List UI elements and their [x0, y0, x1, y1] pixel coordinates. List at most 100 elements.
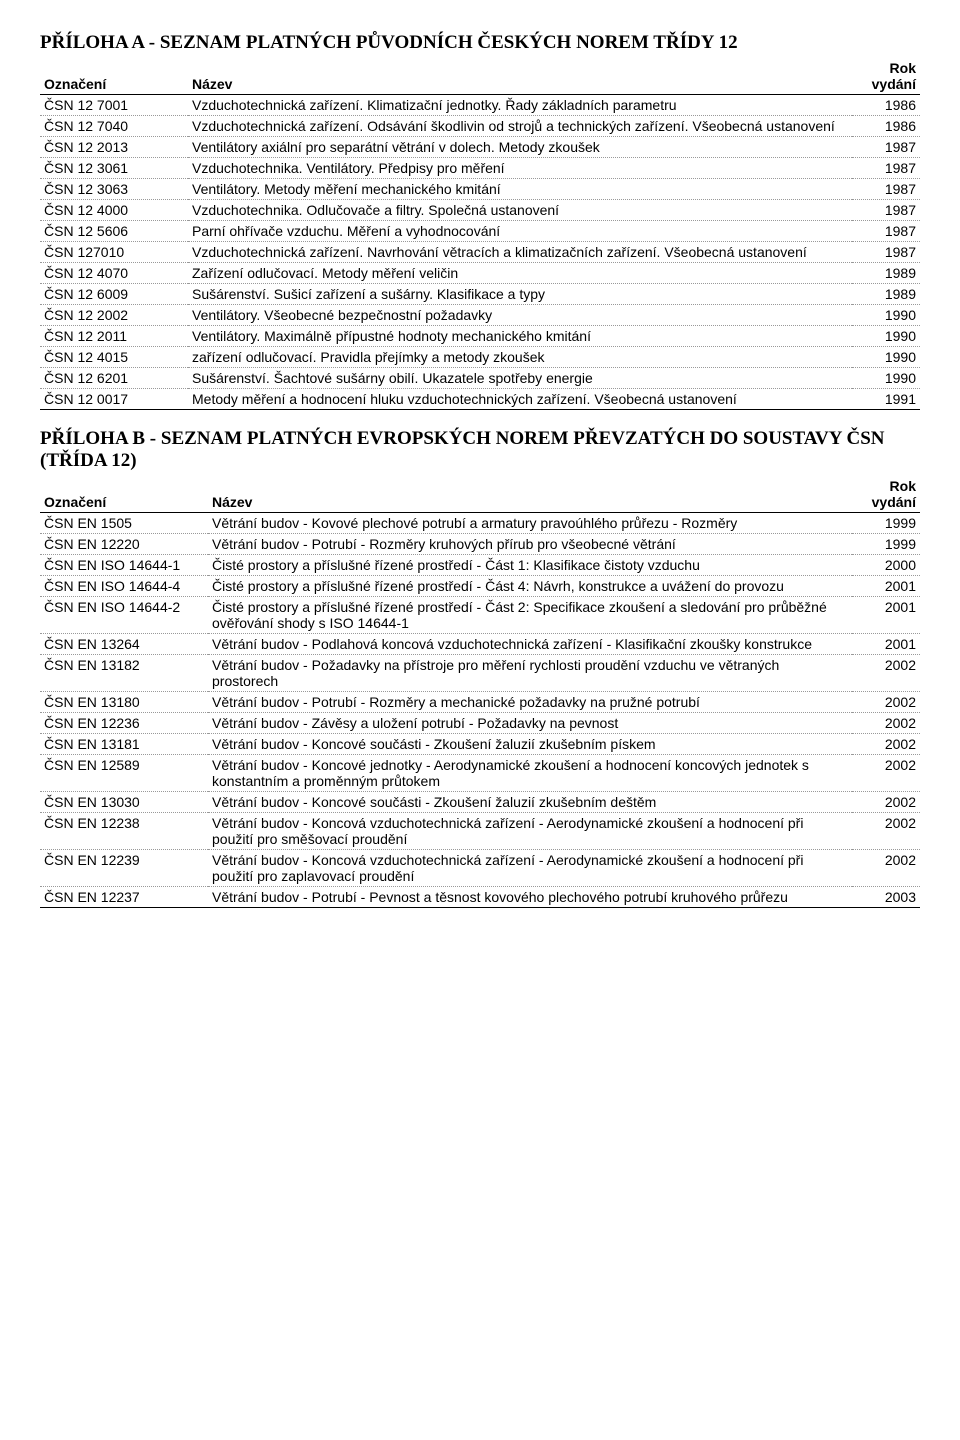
table-row: ČSN EN 13182Větrání budov - Požadavky na…: [40, 655, 920, 692]
cell-code: ČSN EN 1505: [40, 513, 208, 534]
cell-year: 1987: [852, 242, 920, 263]
table-row: ČSN EN 13181Větrání budov - Koncové souč…: [40, 734, 920, 755]
cell-name: Větrání budov - Potrubí - Rozměry kruhov…: [208, 534, 852, 555]
cell-name: zařízení odlučovací. Pravidla přejímky a…: [188, 347, 852, 368]
cell-year: 1987: [852, 200, 920, 221]
cell-name: Čisté prostory a příslušné řízené prostř…: [208, 576, 852, 597]
table-row: ČSN 12 4015zařízení odlučovací. Pravidla…: [40, 347, 920, 368]
cell-code: ČSN 12 4015: [40, 347, 188, 368]
cell-year: 2002: [852, 713, 920, 734]
cell-name: Větrání budov - Koncové jednotky - Aerod…: [208, 755, 852, 792]
cell-code: ČSN 12 6201: [40, 368, 188, 389]
table-header-row: Označení Název Rok vydání: [40, 58, 920, 95]
cell-year: 2001: [852, 634, 920, 655]
cell-code: ČSN 12 0017: [40, 389, 188, 410]
cell-name: Větrání budov - Závěsy a uložení potrubí…: [208, 713, 852, 734]
cell-code: ČSN 12 5606: [40, 221, 188, 242]
table-row: ČSN EN ISO 14644-4Čisté prostory a přísl…: [40, 576, 920, 597]
cell-name: Čisté prostory a příslušné řízené prostř…: [208, 597, 852, 634]
cell-year: 1989: [852, 263, 920, 284]
cell-year: 2002: [852, 655, 920, 692]
cell-name: Čisté prostory a příslušné řízené prostř…: [208, 555, 852, 576]
col-header-year: Rok vydání: [852, 58, 920, 95]
table-row: ČSN 12 3063Ventilátory. Metody měření me…: [40, 179, 920, 200]
table-row: ČSN EN 13264Větrání budov - Podlahová ko…: [40, 634, 920, 655]
cell-name: Větrání budov - Potrubí - Rozměry a mech…: [208, 692, 852, 713]
cell-code: ČSN EN 13181: [40, 734, 208, 755]
table-row: ČSN 127010Vzduchotechnická zařízení. Nav…: [40, 242, 920, 263]
table-row: ČSN EN 12237Větrání budov - Potrubí - Pe…: [40, 887, 920, 908]
cell-year: 2000: [852, 555, 920, 576]
cell-name: Vzduchotechnická zařízení. Klimatizační …: [188, 95, 852, 116]
table-row: ČSN 12 3061Vzduchotechnika. Ventilátory.…: [40, 158, 920, 179]
cell-year: 1987: [852, 221, 920, 242]
cell-code: ČSN EN 13030: [40, 792, 208, 813]
cell-year: 2002: [852, 792, 920, 813]
cell-year: 1989: [852, 284, 920, 305]
cell-year: 2002: [852, 734, 920, 755]
cell-code: ČSN EN 12589: [40, 755, 208, 792]
cell-year: 1999: [852, 513, 920, 534]
cell-code: ČSN 12 7040: [40, 116, 188, 137]
cell-code: ČSN EN ISO 14644-1: [40, 555, 208, 576]
table-row: ČSN EN 12236Větrání budov - Závěsy a ulo…: [40, 713, 920, 734]
cell-name: Ventilátory axiální pro separátní větrán…: [188, 137, 852, 158]
cell-name: Zařízení odlučovací. Metody měření velič…: [188, 263, 852, 284]
cell-year: 1987: [852, 158, 920, 179]
cell-code: ČSN 127010: [40, 242, 188, 263]
cell-name: Větrání budov - Podlahová koncová vzduch…: [208, 634, 852, 655]
cell-code: ČSN EN 12238: [40, 813, 208, 850]
table-row: ČSN EN 12238Větrání budov - Koncová vzdu…: [40, 813, 920, 850]
cell-name: Větrání budov - Potrubí - Pevnost a těsn…: [208, 887, 852, 908]
cell-year: 2001: [852, 597, 920, 634]
cell-code: ČSN 12 4000: [40, 200, 188, 221]
cell-name: Sušárenství. Sušicí zařízení a sušárny. …: [188, 284, 852, 305]
cell-code: ČSN EN 13182: [40, 655, 208, 692]
table-row: ČSN 12 2013Ventilátory axiální pro separ…: [40, 137, 920, 158]
cell-code: ČSN 12 2013: [40, 137, 188, 158]
cell-year: 1991: [852, 389, 920, 410]
cell-year: 1999: [852, 534, 920, 555]
cell-code: ČSN EN 13180: [40, 692, 208, 713]
cell-year: 2001: [852, 576, 920, 597]
cell-code: ČSN EN 12239: [40, 850, 208, 887]
table-row: ČSN 12 0017Metody měření a hodnocení hlu…: [40, 389, 920, 410]
cell-name: Větrání budov - Koncová vzduchotechnická…: [208, 850, 852, 887]
cell-code: ČSN EN 12236: [40, 713, 208, 734]
table-row: ČSN 12 6201Sušárenství. Šachtové sušárny…: [40, 368, 920, 389]
cell-code: ČSN 12 6009: [40, 284, 188, 305]
appendix-b-table: Označení Název Rok vydání ČSN EN 1505Vět…: [40, 476, 920, 908]
cell-year: 2002: [852, 692, 920, 713]
table-row: ČSN EN 13180Větrání budov - Potrubí - Ro…: [40, 692, 920, 713]
table-row: ČSN 12 5606Parní ohřívače vzduchu. Měřen…: [40, 221, 920, 242]
cell-year: 1990: [852, 347, 920, 368]
cell-code: ČSN 12 7001: [40, 95, 188, 116]
appendix-a-title: PŘÍLOHA A - SEZNAM PLATNÝCH PŮVODNÍCH ČE…: [40, 32, 920, 54]
cell-year: 1986: [852, 116, 920, 137]
cell-name: Metody měření a hodnocení hluku vzduchot…: [188, 389, 852, 410]
table-row: ČSN 12 7040Vzduchotechnická zařízení. Od…: [40, 116, 920, 137]
cell-code: ČSN 12 3063: [40, 179, 188, 200]
cell-year: 1990: [852, 305, 920, 326]
table-row: ČSN EN ISO 14644-1Čisté prostory a přísl…: [40, 555, 920, 576]
table-row: ČSN 12 7001Vzduchotechnická zařízení. Kl…: [40, 95, 920, 116]
cell-year: 1990: [852, 326, 920, 347]
cell-name: Ventilátory. Všeobecné bezpečnostní poža…: [188, 305, 852, 326]
cell-name: Sušárenství. Šachtové sušárny obilí. Uka…: [188, 368, 852, 389]
cell-name: Parní ohřívače vzduchu. Měření a vyhodno…: [188, 221, 852, 242]
appendix-b-title: PŘÍLOHA B - SEZNAM PLATNÝCH EVROPSKÝCH N…: [40, 428, 920, 472]
cell-code: ČSN EN 12220: [40, 534, 208, 555]
table-row: ČSN 12 6009Sušárenství. Sušicí zařízení …: [40, 284, 920, 305]
cell-name: Ventilátory. Metody měření mechanického …: [188, 179, 852, 200]
cell-code: ČSN 12 2011: [40, 326, 188, 347]
table-row: ČSN EN 12589Větrání budov - Koncové jedn…: [40, 755, 920, 792]
col-header-code: Označení: [40, 58, 188, 95]
table-header-row: Označení Název Rok vydání: [40, 476, 920, 513]
cell-year: 1987: [852, 137, 920, 158]
appendix-a-table: Označení Název Rok vydání ČSN 12 7001Vzd…: [40, 58, 920, 410]
cell-code: ČSN 12 4070: [40, 263, 188, 284]
cell-code: ČSN EN ISO 14644-2: [40, 597, 208, 634]
table-row: ČSN EN 12220Větrání budov - Potrubí - Ro…: [40, 534, 920, 555]
cell-year: 2003: [852, 887, 920, 908]
cell-name: Větrání budov - Koncové součásti - Zkouš…: [208, 734, 852, 755]
